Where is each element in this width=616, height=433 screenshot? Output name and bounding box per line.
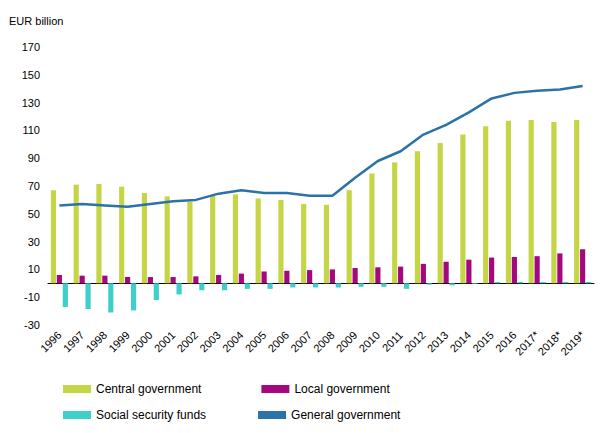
svg-text:110: 110 [22,124,40,136]
svg-text:90: 90 [28,152,40,164]
svg-text:2000: 2000 [129,329,155,355]
svg-text:2012: 2012 [402,329,428,355]
svg-text:Social security funds: Social security funds [96,408,206,422]
svg-text:2014: 2014 [447,329,473,355]
svg-text:1999: 1999 [106,329,132,355]
svg-text:General government: General government [291,408,401,422]
svg-text:2004: 2004 [220,329,246,355]
svg-text:2016: 2016 [492,328,519,355]
svg-text:-30: -30 [24,319,40,331]
svg-text:2017*: 2017* [513,328,542,357]
svg-text:30: 30 [28,236,40,248]
svg-text:2006: 2006 [265,329,291,355]
svg-text:Local government: Local government [294,382,390,396]
svg-text:2013: 2013 [425,329,451,355]
svg-text:2002: 2002 [174,329,200,355]
svg-text:2019*: 2019* [558,328,587,357]
svg-text:EUR billion: EUR billion [9,15,63,27]
svg-text:2003: 2003 [197,329,223,355]
svg-text:170: 170 [22,41,40,53]
svg-text:150: 150 [22,69,40,81]
svg-text:Central government: Central government [96,382,202,396]
svg-text:10: 10 [28,263,40,275]
svg-text:2009: 2009 [334,329,360,355]
svg-text:2018*: 2018* [535,328,564,357]
svg-text:2015: 2015 [470,329,496,355]
svg-text:2001: 2001 [152,329,178,355]
svg-text:2007: 2007 [288,329,314,355]
svg-text:1998: 1998 [83,329,109,355]
svg-text:2008: 2008 [311,329,337,355]
svg-text:1996: 1996 [38,329,64,355]
svg-text:2005: 2005 [243,329,269,355]
svg-text:2011: 2011 [380,329,405,354]
svg-text:2010: 2010 [356,329,382,355]
svg-text:50: 50 [28,208,40,220]
svg-text:-10: -10 [24,291,40,303]
svg-text:130: 130 [22,97,40,109]
svg-text:70: 70 [28,180,40,192]
svg-text:1997: 1997 [61,329,87,355]
